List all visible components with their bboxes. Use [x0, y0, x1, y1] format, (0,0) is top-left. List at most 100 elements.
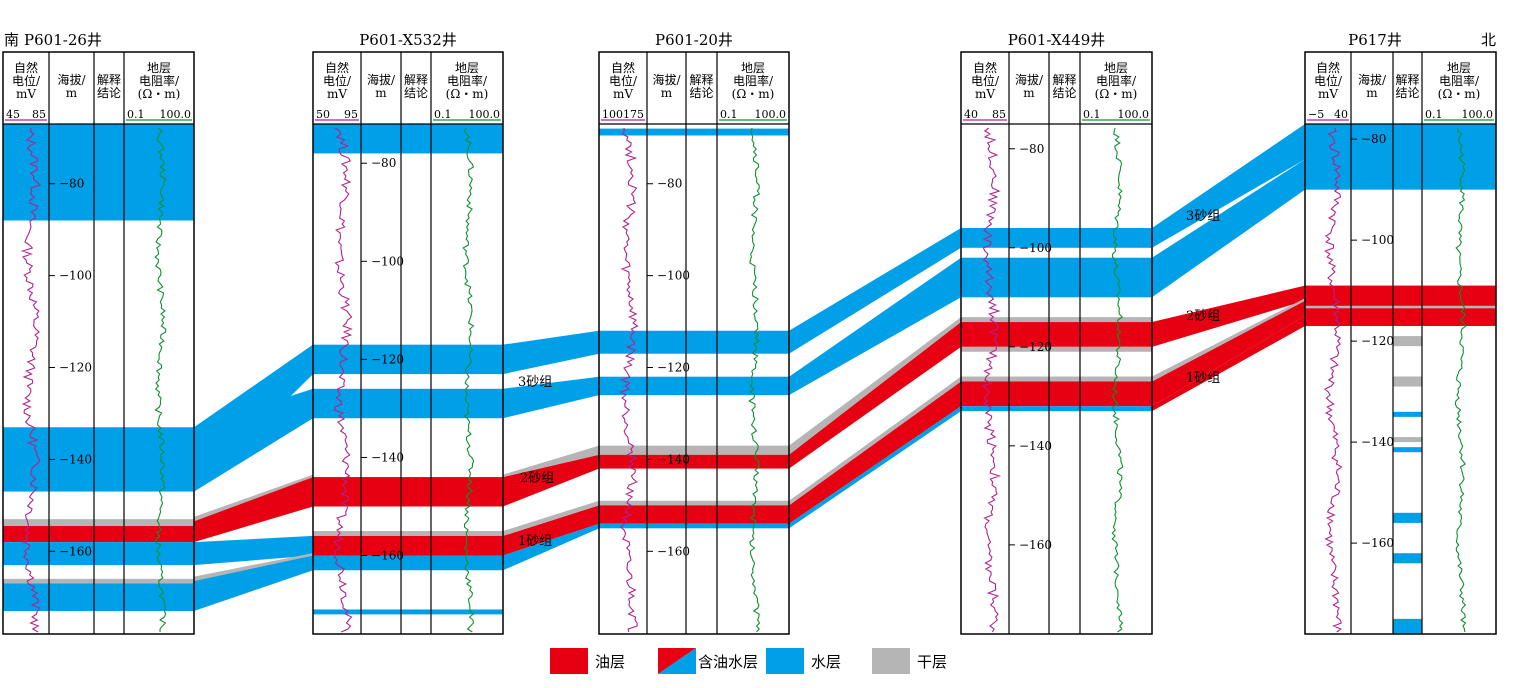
depth-tick-label: −100: [1019, 241, 1052, 255]
layer-water: [313, 609, 503, 615]
sp-header: mV: [16, 87, 36, 101]
section-labels: 南 北 3砂组 2砂组 1砂组 3砂组 2砂组 1砂组: [4, 31, 1496, 549]
res-scale-min: 0.1: [1425, 108, 1443, 121]
layer-dry: [3, 578, 194, 584]
depth-tick-label: −120: [1019, 340, 1052, 354]
sand-group-2-label: 2砂组: [520, 471, 554, 486]
correlation-band-dry: [503, 500, 599, 536]
well-name: P601-20井: [655, 31, 733, 49]
resistivity-curve: [1111, 127, 1124, 633]
well-frame: [2, 51, 195, 635]
layer-water: [599, 330, 789, 354]
sand-group-1-label-east: 1砂组: [1186, 371, 1220, 386]
resistivity-header: 地层: [455, 61, 479, 75]
correlation-band-dry: [194, 553, 313, 582]
layer-water: [1305, 124, 1496, 190]
layer-dry: [1393, 336, 1422, 347]
layer-oil: [961, 322, 1152, 347]
layer-water: [1393, 618, 1422, 634]
resistivity-header: (Ω・m): [138, 87, 181, 101]
direction-south: 南: [4, 31, 19, 49]
sp-header: mV: [613, 87, 633, 101]
legend-label-oilwater: 含油水层: [698, 653, 758, 671]
correlation-band-oil: [1152, 300, 1305, 407]
correlation-band-water: [1152, 159, 1305, 298]
correlation-band-oil: [503, 505, 599, 556]
correlation-band-water: [789, 227, 961, 354]
well-frame: [312, 51, 504, 635]
sp-header: 电位/: [1314, 73, 1343, 88]
res-scale-min: 0.1: [127, 108, 145, 121]
layer-dry: [599, 445, 789, 455]
sand-group-3-label: 3砂组: [518, 375, 552, 390]
correlation-band-water: [503, 376, 599, 419]
legend-swatch-oilwater-water: [658, 648, 696, 674]
well-frame: [1304, 51, 1497, 635]
legend: 油层 含油水层 水层 干层: [550, 648, 947, 674]
well-frame: [598, 51, 790, 635]
elevation-header: m: [1366, 86, 1378, 100]
interpretation-header: 解释: [1395, 73, 1419, 87]
layer-water: [1393, 512, 1422, 523]
direction-north: 北: [1481, 31, 1496, 49]
layer-water: [3, 427, 194, 492]
layer-dry: [1305, 305, 1496, 309]
correlation-band-water: [1152, 124, 1305, 248]
elevation-header: m: [375, 86, 387, 100]
elevation-header: m: [66, 86, 78, 100]
sp-scale-min: 100: [602, 108, 623, 121]
depth-tick-label: −160: [59, 544, 92, 558]
res-scale-max: 100.0: [1462, 108, 1494, 121]
resistivity-header: 电阻率/: [733, 73, 774, 88]
depth-tick-label: −160: [657, 544, 690, 558]
res-scale-min: 0.1: [434, 108, 452, 121]
layer-oil: [961, 381, 1152, 407]
depth-tick-label: −140: [1361, 435, 1394, 449]
legend-swatch-dry: [872, 648, 910, 674]
depth-tick-label: −80: [1019, 142, 1044, 156]
elevation-header: 海拔/: [652, 72, 681, 87]
interpretation-header: 结论: [97, 86, 121, 100]
depth-tick-label: −120: [657, 361, 690, 375]
well-name: P601-X532井: [359, 31, 457, 49]
resistivity-header: (Ω・m): [732, 87, 775, 101]
correlation-band-water: [503, 330, 599, 375]
resistivity-header: 地层: [741, 61, 765, 75]
sp-header: 电位/: [609, 73, 638, 88]
legend-swatch-water: [766, 648, 804, 674]
sp-curve: [619, 127, 639, 633]
layer-dry: [1393, 437, 1422, 443]
layer-water: [1393, 447, 1422, 453]
resistivity-header: 地层: [1104, 61, 1128, 75]
layer-water: [1393, 411, 1422, 417]
elevation-header: 海拔/: [57, 72, 86, 87]
layer-water: [961, 406, 1152, 412]
correlation-band-water: [789, 406, 961, 529]
res-scale-max: 100.0: [469, 108, 501, 121]
sp-scale-min: −5: [1308, 108, 1324, 121]
sp-header: 自然: [14, 60, 38, 75]
interpretation-header: 结论: [1395, 86, 1419, 100]
correlation-band-dry: [503, 445, 599, 478]
layer-water: [3, 542, 194, 566]
elevation-header: m: [1023, 86, 1035, 100]
resistivity-curve: [154, 127, 167, 633]
sp-header: 电位/: [971, 73, 1000, 88]
depth-tick-label: −80: [657, 177, 682, 191]
depth-tick-label: −80: [371, 156, 396, 170]
layer-water: [313, 388, 503, 419]
layer-water: [599, 376, 789, 396]
correlation-band-oil: [1152, 315, 1305, 412]
depth-tick-label: −140: [1019, 439, 1052, 453]
sp-header: 自然: [1316, 60, 1340, 75]
sp-scale-min: 40: [964, 108, 978, 121]
depth-tick-label: −100: [1361, 233, 1394, 247]
correlation-band-oil: [194, 477, 313, 543]
legend-swatch-oil: [550, 648, 588, 674]
sand-group-1-label: 1砂组: [518, 534, 552, 549]
correlation-band-dry: [789, 376, 961, 506]
resistivity-header: 电阻率/: [1096, 73, 1137, 88]
